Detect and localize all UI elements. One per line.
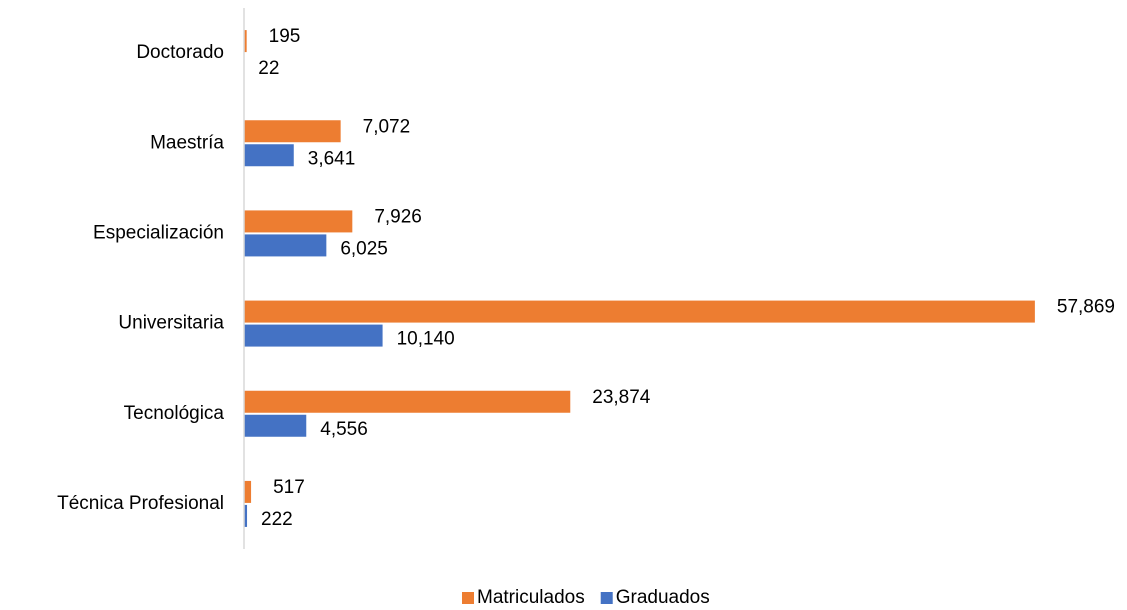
- bar: [244, 390, 571, 413]
- bar: [244, 30, 247, 53]
- y-tick-label: Maestría: [150, 132, 224, 153]
- y-tick-label: Especialización: [93, 222, 224, 243]
- bar: [244, 120, 341, 143]
- bar: [244, 414, 307, 437]
- bar: [244, 324, 383, 347]
- bar: [244, 504, 248, 527]
- value-label: 57,869: [1057, 297, 1115, 318]
- value-label: 517: [273, 477, 305, 498]
- legend-label: Graduados: [616, 587, 710, 608]
- value-label: 22: [258, 58, 279, 79]
- y-tick-label: Doctorado: [136, 42, 224, 63]
- y-tick-label: Tecnológica: [124, 403, 225, 424]
- bar: [244, 234, 327, 257]
- y-tick-label: Universitaria: [118, 313, 224, 334]
- value-label: 195: [269, 26, 301, 47]
- value-label: 6,025: [340, 238, 388, 259]
- value-label: 3,641: [308, 148, 356, 169]
- bar: [244, 300, 1035, 323]
- value-label: 23,874: [592, 387, 651, 408]
- bar: [244, 210, 353, 233]
- value-label: 4,556: [320, 419, 368, 440]
- bar: [244, 144, 294, 167]
- legend-swatch: [600, 592, 613, 604]
- y-tick-label: Técnica Profesional: [57, 493, 224, 514]
- value-label: 7,072: [363, 116, 411, 137]
- value-label: 10,140: [397, 329, 455, 350]
- bar: [244, 480, 252, 503]
- value-label: 222: [261, 509, 293, 530]
- value-label: 7,926: [374, 206, 422, 227]
- legend-label: Matriculados: [477, 587, 585, 608]
- legend-swatch: [462, 592, 474, 604]
